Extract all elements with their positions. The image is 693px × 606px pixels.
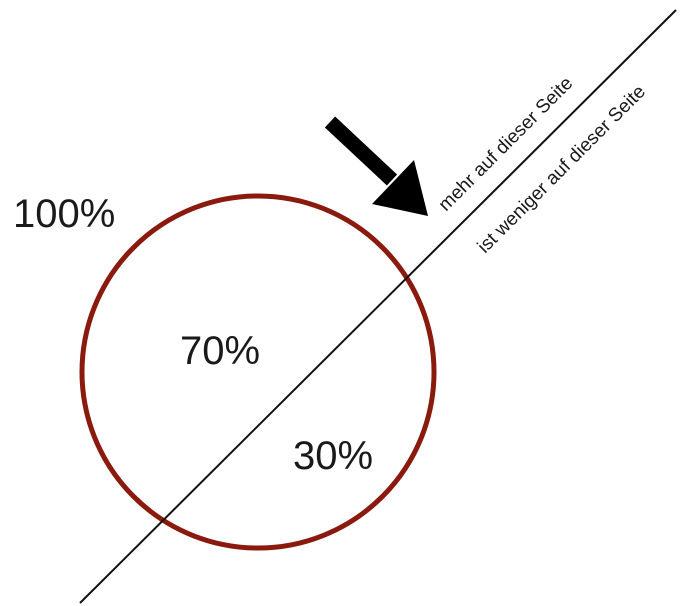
total-label: 100% (13, 192, 115, 236)
arrow-down-right-icon (324, 116, 428, 216)
side-more-caption: mehr auf dieser Seite (435, 73, 578, 216)
small-part-label: 30% (293, 434, 373, 478)
whole-circle (79, 193, 437, 551)
dividing-line (79, 9, 677, 604)
side-less-caption: ist weniger auf dieser Seite (474, 81, 650, 257)
large-part-label: 70% (180, 329, 260, 373)
